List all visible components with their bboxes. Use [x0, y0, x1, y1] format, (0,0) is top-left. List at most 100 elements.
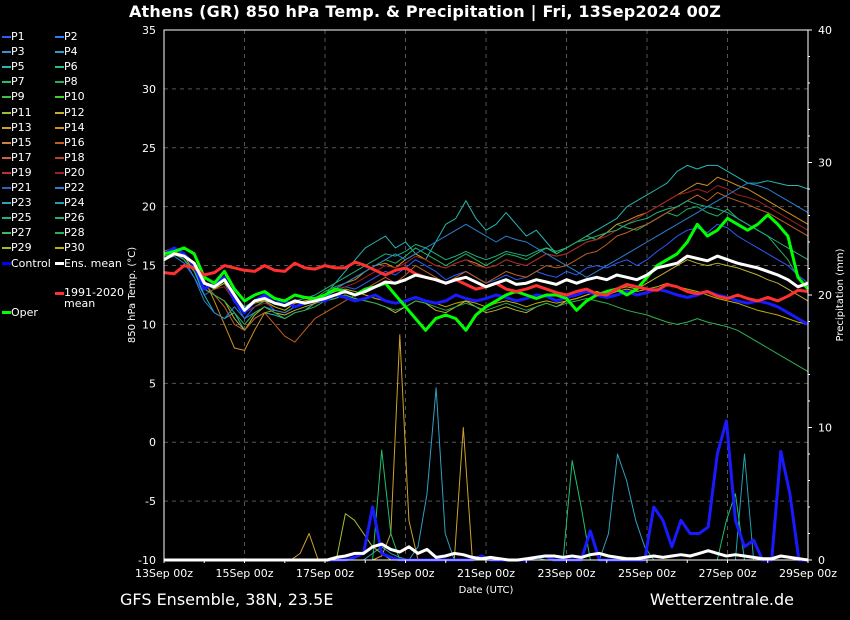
legend-label: P24	[64, 196, 85, 210]
legend-label: P2	[64, 30, 78, 43]
legend-swatch	[55, 187, 64, 189]
legend-swatch	[2, 261, 11, 265]
legend-swatch	[2, 66, 11, 69]
legend-swatch	[55, 66, 64, 69]
legend-label: P3	[11, 45, 25, 59]
legend-swatch	[2, 126, 11, 129]
legend-label: P27	[11, 226, 32, 240]
legend-label: P20	[64, 165, 85, 179]
chart-title: Athens (GR) 850 hPa Temp. & Precipitatio…	[128, 2, 722, 21]
legend-swatch	[2, 81, 11, 84]
footer-source: GFS Ensemble, 38N, 23.5E	[120, 590, 334, 609]
legend-swatch	[55, 81, 64, 84]
y-tick-label: 0	[149, 436, 156, 449]
series-line-p3	[163, 164, 809, 331]
y2-axis-label: Precipitation (mm)	[835, 248, 846, 341]
legend-swatch	[55, 291, 64, 295]
y2-tick-label: 20	[818, 289, 832, 302]
legend-swatch	[55, 261, 64, 265]
legend-label: Control	[11, 256, 51, 270]
legend-swatch	[55, 51, 64, 54]
legend-label: P13	[11, 120, 32, 134]
y-tick-label: 5	[149, 377, 156, 390]
legend-label: P5	[11, 60, 25, 74]
legend-swatch	[55, 247, 64, 250]
legend-swatch	[2, 247, 11, 250]
y-tick-label: 10	[142, 318, 156, 331]
y-tick-label: 20	[142, 201, 156, 214]
legend-swatch	[55, 171, 64, 174]
legend-label: P8	[64, 75, 78, 89]
series-line-p22	[163, 182, 809, 320]
x-tick-label: 15Sep 00z	[216, 567, 274, 580]
legend-label: P21	[11, 181, 32, 194]
legend-swatch	[55, 126, 64, 129]
legend-label: P23	[11, 196, 32, 210]
legend-label: 1991-2020 mean	[64, 285, 124, 310]
x-axis-label: Date (UTC)	[459, 585, 514, 596]
legend-label: P9	[11, 90, 25, 104]
legend-swatch	[2, 171, 11, 174]
y-tick-label: 35	[142, 24, 156, 37]
series-line-p16	[163, 192, 809, 343]
legend-swatch	[2, 232, 11, 235]
legend-swatch	[55, 232, 64, 235]
legend-swatch	[55, 156, 64, 159]
y-tick-label: -5	[145, 495, 156, 508]
y-tick-label: 30	[142, 83, 156, 96]
legend-label: P11	[11, 105, 32, 119]
legend-swatch	[55, 111, 64, 114]
x-tick-label: 17Sep 00z	[296, 567, 354, 580]
y-tick-label: 25	[142, 142, 156, 155]
legend-swatch	[2, 311, 11, 315]
x-tick-label: 23Sep 00z	[538, 567, 596, 580]
legend-label: P25	[11, 211, 32, 225]
y-axis-label: 850 hPa Temp. (°C)	[127, 247, 138, 343]
legend-label: Ens. mean	[64, 256, 122, 270]
legend-swatch	[2, 187, 11, 189]
series-line-ens-mean	[163, 252, 809, 312]
legend-label: P14	[64, 120, 85, 134]
legend-label: Oper	[11, 306, 38, 320]
series-line-oper	[163, 213, 810, 332]
y-tick-label: 15	[142, 260, 156, 273]
legend-swatch	[2, 111, 11, 114]
legend-label: P1	[11, 30, 25, 43]
footer-brand[interactable]: Wetterzentrale.de	[649, 590, 794, 609]
legend-label: P17	[11, 150, 32, 164]
x-tick-label: 27Sep 00z	[699, 567, 757, 580]
y2-tick-label: 30	[818, 157, 832, 170]
axes: -10 -5 0 5 10 15 20 25 30 35 0 10 20 30 40 13Sep 00z 15S…	[135, 24, 837, 580]
legend-label: P19	[11, 165, 32, 179]
legend-label: P10	[64, 90, 85, 104]
legend-swatch	[55, 217, 64, 220]
x-tick-label: 29Sep 00z	[779, 567, 837, 580]
legend-swatch	[2, 156, 11, 159]
x-tick-label: 21Sep 00z	[457, 567, 515, 580]
legend-label: P7	[11, 75, 25, 89]
series-line-p20	[163, 185, 809, 314]
legend-swatch	[2, 36, 11, 38]
legend-swatch	[2, 141, 11, 144]
x-tick-label: 13Sep 00z	[135, 567, 193, 580]
legend-label: P22	[64, 181, 85, 194]
legend-swatch	[55, 36, 64, 38]
legend-label: P6	[64, 60, 78, 74]
legend-swatch	[55, 96, 64, 99]
legend-label: P12	[64, 105, 85, 119]
legend-swatch	[55, 202, 64, 205]
temperature-lines	[163, 164, 810, 373]
legend-label: P28	[64, 226, 85, 240]
legend-label: P15	[11, 135, 32, 149]
legend-label: P16	[64, 135, 85, 149]
legend-swatch	[2, 51, 11, 54]
legend-label: P4	[64, 45, 78, 59]
y2-tick-label: 0	[818, 554, 825, 567]
legend-label: P29	[11, 241, 32, 255]
x-tick-label: 19Sep 00z	[377, 567, 435, 580]
x-tick-label: 25Sep 00z	[618, 567, 676, 580]
legend-swatch	[2, 202, 11, 205]
legend-label: P30	[64, 241, 85, 255]
legend-swatch	[2, 96, 11, 99]
